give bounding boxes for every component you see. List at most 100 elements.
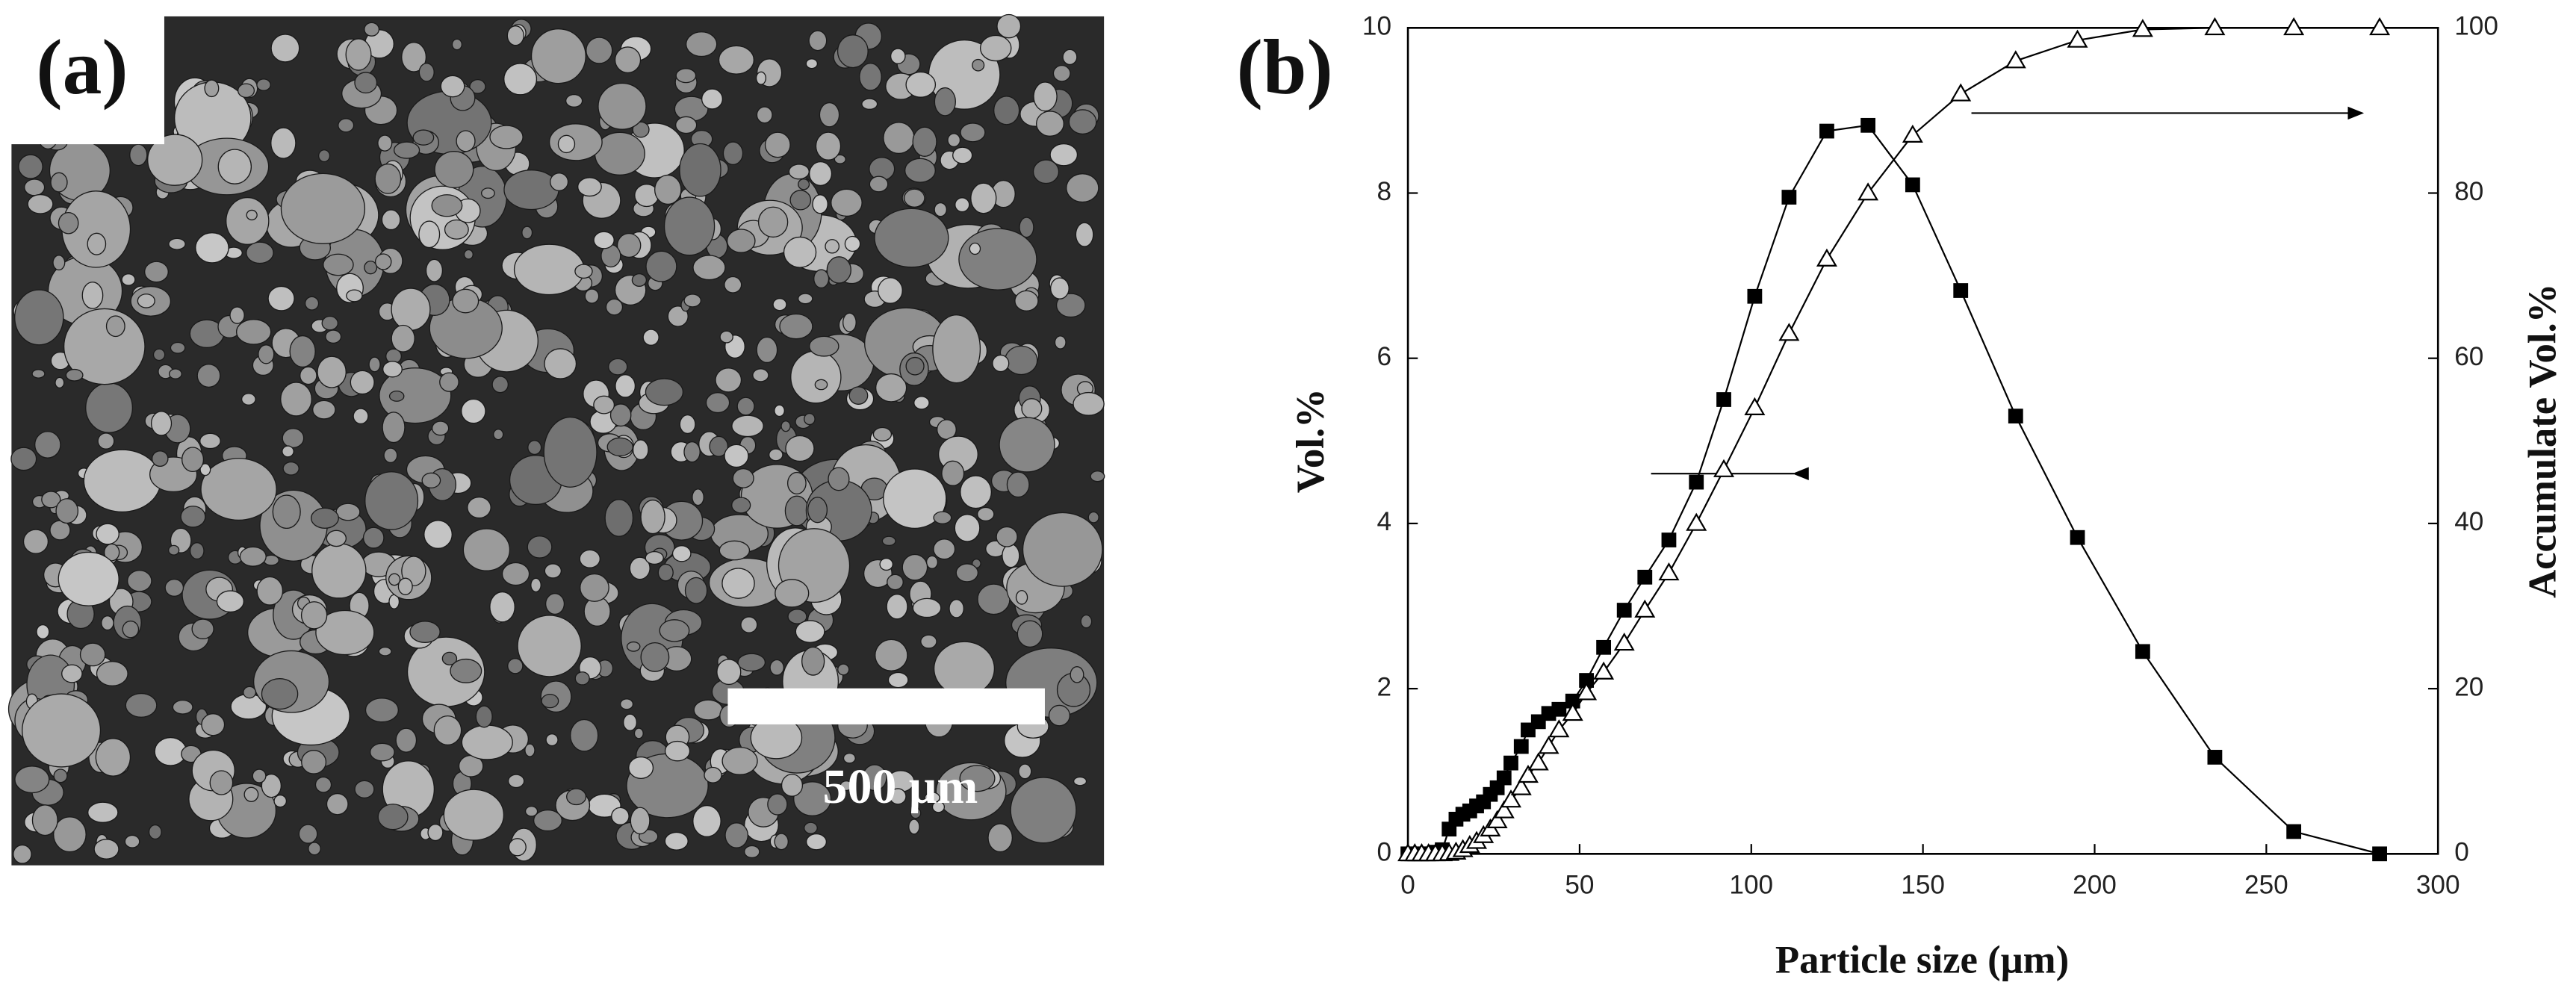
point [1496,770,1512,786]
point [2070,530,2085,545]
particle [954,514,981,542]
particle [353,408,369,425]
particle [282,461,300,476]
x-tick-label: 100 [1729,871,1773,900]
point [1716,392,1731,407]
particle [869,176,889,193]
particle [338,118,355,133]
y2-axis-title: Accumulate Vol.% [2521,284,2564,598]
particle [172,699,193,715]
particle [50,172,68,193]
particle [608,358,628,376]
particle [216,590,245,613]
particle [737,653,766,672]
particle [246,209,258,221]
particle [391,288,431,331]
particle [692,488,704,506]
y-tick-label: 8 [1377,177,1392,206]
particle [675,68,697,84]
particle [881,535,896,547]
particle [1073,776,1087,786]
particle [862,764,887,792]
point [1493,800,1515,819]
particle [574,264,593,279]
particle [272,494,301,530]
particle [304,296,320,311]
particle [544,593,565,615]
particle [1022,512,1103,587]
particle [235,319,272,345]
particle [786,471,807,495]
point [1778,323,1800,341]
particle [217,149,252,184]
particle [289,335,316,368]
particle [1033,81,1058,112]
particle [14,766,50,794]
point [1517,764,1539,783]
particle [388,573,401,586]
particle [503,63,538,96]
particle [679,143,721,197]
particle [1055,293,1086,318]
particle [513,243,585,296]
particle [732,468,754,488]
particle [61,664,83,683]
particle [593,231,615,249]
particle [879,557,893,571]
particle [955,563,979,583]
particle [671,545,692,562]
particle [55,498,79,524]
particle [640,499,665,535]
particle [168,237,186,250]
particle [1006,471,1030,498]
particle [95,738,131,777]
particle [740,616,758,633]
particle [615,374,636,398]
particle [631,273,648,288]
particle [640,642,670,672]
point [1689,474,1704,490]
particle [798,178,810,190]
particle [491,376,509,394]
particle [769,448,783,462]
particle [844,235,861,252]
particle [34,431,61,459]
particle [364,260,378,275]
particle [105,315,125,338]
particle [168,544,180,556]
particle [280,173,366,244]
particle [580,573,609,602]
particle [905,71,937,98]
particle [996,13,1022,39]
particle [137,294,155,308]
particle [872,426,893,442]
particle [527,535,553,559]
particle [992,354,1010,373]
particle [875,373,907,403]
particle [774,833,789,851]
particle [1019,217,1034,238]
particle [925,555,939,569]
particle [657,563,674,582]
particle [151,450,169,468]
y2-tick-label: 80 [2454,177,2483,206]
particle [229,306,245,324]
particle [18,154,43,179]
particle [425,258,444,282]
particle [53,816,87,853]
particle [912,126,937,157]
particle [452,288,479,314]
point [1613,633,1635,651]
panel-label: (a) [36,23,128,111]
particle [969,242,981,255]
particle [557,134,576,154]
panel-label: (b) [1237,23,1333,111]
particle [1048,704,1071,727]
particle [955,197,970,213]
y2-tick-label: 60 [2454,342,2483,371]
particle [719,540,751,561]
particle [103,543,120,562]
y-tick-label: 10 [1362,12,1391,41]
y2-tick-label: 40 [2454,507,2483,536]
particle [101,615,114,631]
